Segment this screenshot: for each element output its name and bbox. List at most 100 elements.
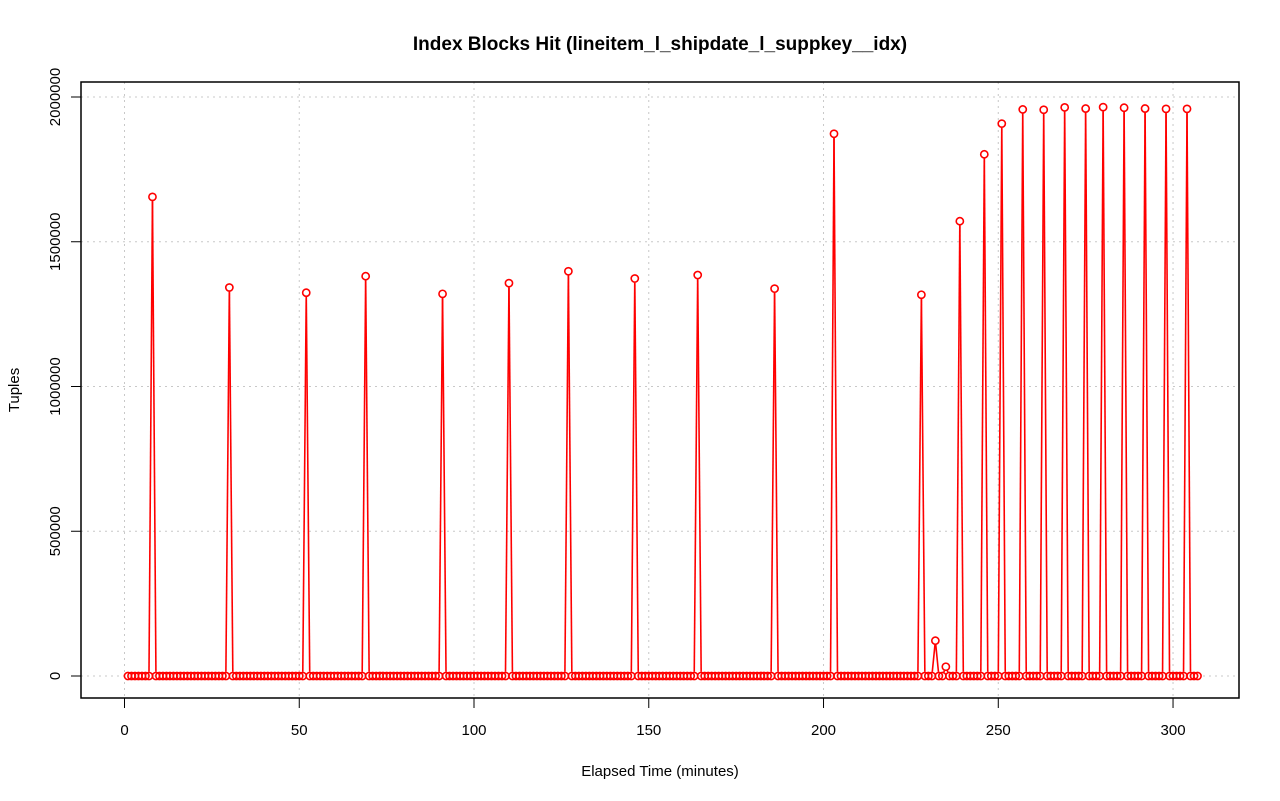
- series-line-segment: [693, 279, 699, 672]
- data-point: [955, 216, 965, 226]
- y-tick-label: 500000: [47, 506, 64, 556]
- data-point: [1112, 671, 1122, 681]
- chart-title: Index Blocks Hit (lineitem_l_shipdate_l_…: [413, 34, 907, 55]
- series-line-segment: [1123, 111, 1129, 672]
- data-point: [990, 671, 1000, 681]
- data-point: [1081, 104, 1091, 113]
- series-line-segment: [1039, 113, 1045, 672]
- x-tick-label: 200: [811, 722, 836, 739]
- x-axis-label: Elapsed Time (minutes): [581, 763, 739, 780]
- series-line-segment: [228, 291, 234, 672]
- data-point: [623, 671, 633, 681]
- data-point: [930, 636, 940, 646]
- data-point: [1133, 671, 1143, 681]
- data-point: [1193, 671, 1202, 681]
- data-point: [972, 671, 982, 681]
- series-line-segment: [917, 298, 923, 672]
- series-line-segment: [441, 298, 447, 672]
- data-point: [693, 270, 703, 280]
- data-point: [770, 284, 779, 294]
- series-line-segment: [983, 158, 989, 672]
- x-tick-label: 150: [636, 722, 661, 739]
- series-line-segment: [1081, 112, 1087, 672]
- series-line-segment: [770, 292, 776, 672]
- data-point: [916, 290, 926, 300]
- data-point: [556, 671, 566, 681]
- data-point: [829, 129, 839, 139]
- data-point: [438, 289, 447, 299]
- series-line-segment: [773, 292, 779, 672]
- y-axis: 0 500000 1000000 1500000 2000000: [47, 68, 82, 680]
- data-point: [822, 671, 832, 681]
- data-point: [948, 671, 958, 681]
- x-tick-label: 0: [120, 722, 128, 739]
- series-line-segment: [1042, 113, 1048, 672]
- series-line-segment: [1098, 111, 1104, 672]
- series-line-segment: [1161, 113, 1167, 672]
- series-line-segment: [225, 291, 231, 672]
- data-point: [1091, 671, 1101, 681]
- data-points: [123, 102, 1202, 681]
- series-line-segment: [696, 279, 702, 672]
- series-line-segment: [955, 225, 961, 672]
- series-line-segment: [1140, 112, 1146, 672]
- series-line-segment: [1165, 113, 1171, 672]
- data-point: [763, 671, 773, 681]
- data-point: [1039, 105, 1049, 115]
- series-line-segment: [943, 670, 946, 673]
- data-point: [504, 278, 514, 288]
- series-line-segment: [1144, 112, 1150, 672]
- series-line-segment: [1182, 113, 1188, 672]
- series-line-segment: [508, 287, 514, 672]
- series-line-segment: [829, 137, 835, 672]
- series-line-segment: [151, 201, 157, 672]
- series-line-segment: [959, 225, 965, 672]
- series-line-segment: [1060, 111, 1066, 672]
- y-tick-label: 1500000: [47, 213, 64, 271]
- data-point: [1140, 104, 1150, 113]
- series-line-segment: [567, 275, 573, 672]
- data-point: [141, 671, 150, 681]
- data-point: [1161, 104, 1171, 114]
- data-point: [686, 671, 696, 681]
- series-line-segment: [946, 670, 949, 673]
- series-line-segment: [1102, 111, 1108, 672]
- data-point: [1032, 671, 1042, 681]
- series-line-segment: [1084, 112, 1090, 672]
- data-point: [1175, 671, 1185, 681]
- data-point: [934, 671, 944, 681]
- data-point: [1119, 103, 1129, 113]
- series-line-segment: [934, 644, 940, 672]
- data-point: [563, 266, 573, 276]
- series-line-segment: [1018, 113, 1024, 672]
- x-tick-label: 250: [986, 722, 1011, 739]
- data-point: [941, 662, 951, 672]
- data-point: [909, 671, 919, 681]
- x-tick-label: 300: [1161, 722, 1186, 739]
- x-tick-label: 100: [461, 722, 486, 739]
- series-line-segment: [920, 298, 926, 672]
- data-point: [923, 671, 933, 681]
- y-tick-label: 2000000: [47, 68, 64, 126]
- series-line-segment: [634, 282, 640, 672]
- y-tick-label: 1000000: [47, 357, 64, 415]
- series-line-segment: [564, 275, 570, 672]
- series-line-segment: [305, 296, 311, 672]
- series-line-segment: [1021, 113, 1028, 672]
- x-axis: 0 50 100 150 200 250 300: [120, 697, 1186, 739]
- data-point: [630, 274, 640, 283]
- series: [148, 111, 1192, 673]
- series-line-segment: [1186, 113, 1192, 672]
- y-tick-label: 0: [47, 672, 64, 680]
- data-point: [1154, 671, 1164, 681]
- data-point: [301, 288, 311, 298]
- series-line-segment: [931, 644, 936, 672]
- series-line-segment: [1119, 111, 1125, 672]
- data-point: [997, 119, 1007, 129]
- data-point: [1098, 102, 1108, 112]
- data-point: [148, 192, 157, 202]
- series-line-segment: [438, 298, 444, 672]
- series-line-segment: [630, 282, 636, 672]
- series-line-segment: [148, 201, 154, 672]
